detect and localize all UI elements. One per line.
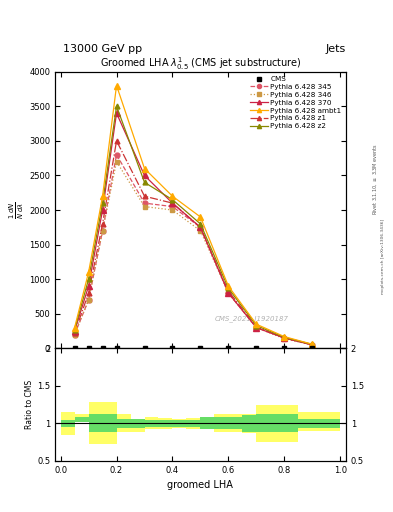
Y-axis label: $\frac{1}{N}\frac{dN}{d\lambda}$: $\frac{1}{N}\frac{dN}{d\lambda}$ [8,201,26,219]
Pythia 6.428 346 [198,228,203,234]
Pythia 6.428 z1 [282,335,286,341]
Pythia 6.428 ambt1 [310,341,315,347]
Pythia 6.428 370 [282,335,286,341]
Pythia 6.428 z1 [142,193,147,199]
Pythia 6.428 345 [282,335,286,341]
Pythia 6.428 370 [226,290,231,296]
Pythia 6.428 370 [72,328,77,334]
Pythia 6.428 346 [114,159,119,165]
Pythia 6.428 z2 [254,323,259,329]
CMS [282,345,286,351]
CMS [226,345,231,351]
Pythia 6.428 z1 [198,224,203,230]
Pythia 6.428 z1 [254,324,259,330]
Pythia 6.428 345 [114,152,119,158]
Pythia 6.428 346 [100,228,105,234]
Pythia 6.428 345 [100,228,105,234]
Pythia 6.428 ambt1 [226,283,231,289]
Pythia 6.428 z2 [86,276,91,282]
Pythia 6.428 345 [310,342,315,348]
Pythia 6.428 ambt1 [198,214,203,220]
Pythia 6.428 z2 [72,327,77,333]
Line: Pythia 6.428 370: Pythia 6.428 370 [72,111,315,348]
Pythia 6.428 ambt1 [114,82,119,89]
Text: CMS_2021_I1920187: CMS_2021_I1920187 [215,316,289,323]
CMS [170,345,175,351]
Pythia 6.428 z2 [198,221,203,227]
Pythia 6.428 ambt1 [72,325,77,331]
Pythia 6.428 346 [254,325,259,331]
Line: Pythia 6.428 z1: Pythia 6.428 z1 [72,138,315,347]
Pythia 6.428 370 [142,173,147,179]
Pythia 6.428 z2 [310,342,315,348]
Title: Groomed LHA $\lambda^{1}_{0.5}$ (CMS jet substructure): Groomed LHA $\lambda^{1}_{0.5}$ (CMS jet… [100,55,301,72]
Text: Rivet 3.1.10, $\geq$ 3.3M events: Rivet 3.1.10, $\geq$ 3.3M events [371,143,379,215]
Pythia 6.428 346 [142,203,147,209]
Pythia 6.428 z1 [86,290,91,296]
Pythia 6.428 z2 [282,334,286,340]
Pythia 6.428 370 [86,283,91,289]
Line: Pythia 6.428 z2: Pythia 6.428 z2 [72,104,315,347]
Pythia 6.428 345 [226,290,231,296]
Pythia 6.428 346 [282,336,286,342]
Pythia 6.428 345 [86,297,91,303]
Pythia 6.428 370 [100,207,105,213]
Pythia 6.428 370 [114,110,119,116]
CMS [310,345,315,351]
Pythia 6.428 345 [254,325,259,331]
Pythia 6.428 346 [86,297,91,303]
Line: Pythia 6.428 ambt1: Pythia 6.428 ambt1 [72,83,315,347]
CMS [86,345,91,351]
Text: 13000 GeV pp: 13000 GeV pp [63,44,142,54]
Pythia 6.428 z2 [170,197,175,203]
Text: mcplots.cern.ch [arXiv:1306.3436]: mcplots.cern.ch [arXiv:1306.3436] [381,219,385,293]
CMS [198,345,203,351]
CMS [254,345,259,351]
Line: CMS: CMS [72,346,315,351]
Pythia 6.428 ambt1 [254,321,259,327]
Pythia 6.428 370 [198,224,203,230]
Pythia 6.428 ambt1 [86,269,91,275]
Pythia 6.428 ambt1 [142,165,147,172]
Legend: CMS, Pythia 6.428 345, Pythia 6.428 346, Pythia 6.428 370, Pythia 6.428 ambt1, P: CMS, Pythia 6.428 345, Pythia 6.428 346,… [247,73,344,132]
Pythia 6.428 370 [310,342,315,348]
Pythia 6.428 370 [254,325,259,331]
Pythia 6.428 z1 [72,330,77,336]
Pythia 6.428 345 [72,331,77,337]
Pythia 6.428 z1 [100,221,105,227]
Pythia 6.428 370 [170,200,175,206]
Pythia 6.428 346 [226,290,231,296]
X-axis label: groomed LHA: groomed LHA [167,480,233,490]
Y-axis label: Ratio to CMS: Ratio to CMS [25,380,34,429]
Pythia 6.428 z1 [114,138,119,144]
Text: Jets: Jets [325,44,346,54]
Pythia 6.428 346 [170,207,175,213]
Pythia 6.428 z1 [170,200,175,206]
Pythia 6.428 345 [198,224,203,230]
CMS [114,345,119,351]
Pythia 6.428 z2 [114,103,119,110]
Pythia 6.428 z2 [100,200,105,206]
CMS [72,345,77,351]
CMS [142,345,147,351]
Pythia 6.428 345 [170,203,175,209]
Pythia 6.428 346 [310,342,315,348]
CMS [100,345,105,351]
Pythia 6.428 z1 [310,342,315,348]
Line: Pythia 6.428 346: Pythia 6.428 346 [72,159,315,347]
Pythia 6.428 z2 [226,285,231,291]
Pythia 6.428 345 [142,200,147,206]
Pythia 6.428 ambt1 [282,333,286,339]
Pythia 6.428 z2 [142,179,147,185]
Pythia 6.428 ambt1 [170,193,175,199]
Pythia 6.428 ambt1 [100,193,105,199]
Pythia 6.428 346 [72,331,77,337]
Pythia 6.428 z1 [226,288,231,294]
Line: Pythia 6.428 345: Pythia 6.428 345 [72,152,315,347]
